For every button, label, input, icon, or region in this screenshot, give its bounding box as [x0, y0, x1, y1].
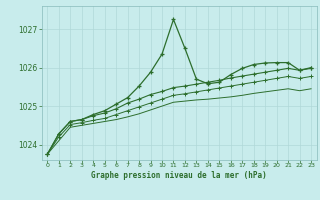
X-axis label: Graphe pression niveau de la mer (hPa): Graphe pression niveau de la mer (hPa) [91, 171, 267, 180]
